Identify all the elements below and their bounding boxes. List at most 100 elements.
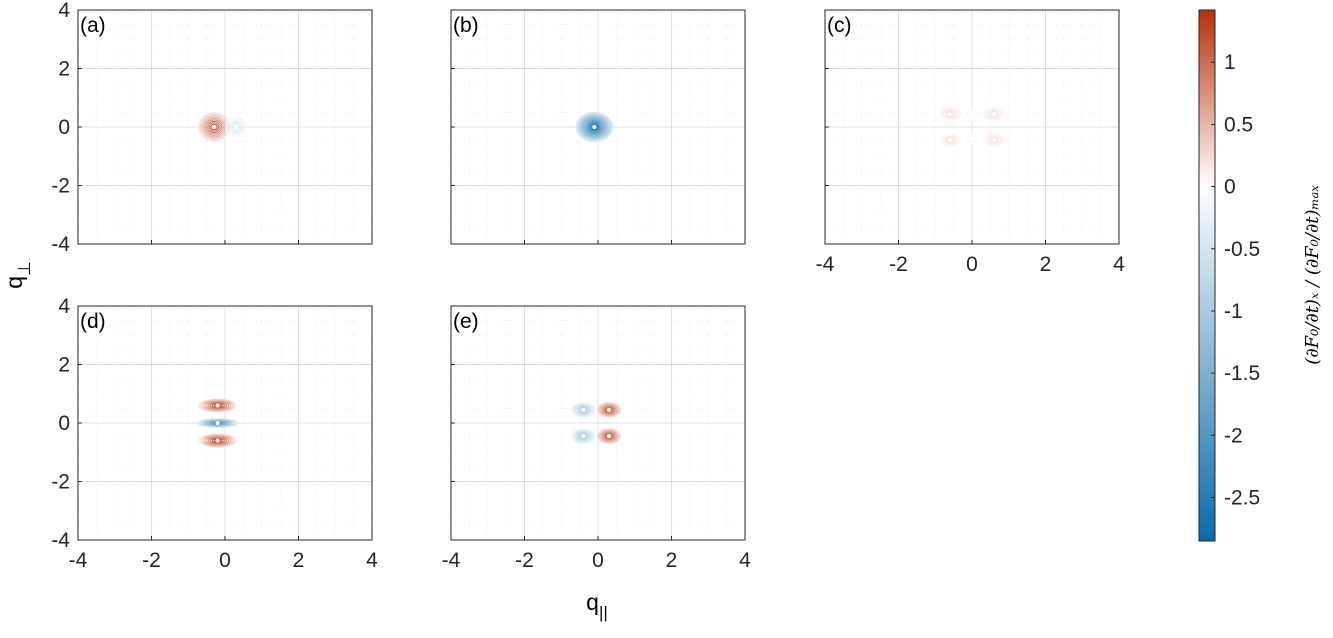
colorbar-tick-label: -2 (1224, 424, 1243, 447)
contour-peak (992, 138, 997, 143)
contour-line (573, 403, 593, 417)
panel-label: (e) (453, 310, 479, 333)
contour-line (226, 117, 246, 137)
contour-line (577, 113, 612, 141)
colorbar-tick-label: -2.5 (1224, 486, 1260, 509)
contour-line (938, 133, 962, 148)
contour-lobe (982, 133, 1006, 148)
contour-line (581, 117, 607, 137)
x-tick-label: 2 (666, 549, 678, 572)
colorbar: 1 0.5 0 -0.5 -1 -1.5 -2 -2.5 (∂F₀/∂t)ₓ / (∂F₀/∂… (1198, 9, 1323, 542)
contour-line (574, 430, 592, 442)
contour-lobe (965, 132, 979, 145)
contour-peak (947, 138, 952, 143)
contour-line (596, 402, 622, 418)
contour-line (209, 402, 226, 409)
contour-line (967, 110, 977, 120)
contour-line (579, 115, 609, 139)
contour-lobe (938, 106, 962, 121)
contour-line (601, 404, 617, 415)
y-tick-label: 2 (58, 354, 70, 377)
panel-label: (c) (827, 14, 852, 37)
contour-line (204, 435, 232, 446)
contour-line (198, 433, 237, 448)
contour-line (965, 109, 979, 122)
contour-line (604, 407, 614, 413)
contour-line (576, 405, 591, 415)
contour-line (597, 429, 621, 444)
contour-line (576, 112, 613, 142)
contour-peak (947, 111, 952, 116)
contour-peak (211, 125, 216, 129)
contour-peak (215, 421, 220, 425)
contour-line (205, 119, 223, 135)
contour-lobe (575, 111, 614, 143)
contour-line (201, 115, 227, 139)
contour-peak (581, 434, 586, 439)
contour-line (209, 437, 226, 444)
contour-line (942, 135, 958, 145)
contour-line (989, 137, 999, 144)
contour-lobe (225, 115, 247, 139)
contour-lobe (982, 106, 1006, 121)
contour-line (578, 433, 588, 440)
x-tick-label: 4 (1113, 253, 1125, 276)
contour-line (207, 120, 221, 134)
y-tick-label: 0 (58, 412, 70, 435)
contour-line (202, 116, 226, 138)
y-axis-label: q⊥ (1, 261, 34, 289)
contour-peak (234, 125, 239, 129)
contour-line (571, 428, 596, 444)
contour-line (577, 432, 590, 440)
contour-line (984, 108, 1004, 120)
contour-line (965, 132, 979, 145)
x-tick-label: 4 (366, 549, 378, 572)
panel-label: (a) (80, 14, 106, 37)
contour-line (578, 406, 588, 413)
contour-line (572, 429, 595, 444)
contour-line (604, 433, 614, 439)
panel-label: (d) (80, 310, 106, 333)
contour-line (583, 117, 606, 137)
contour-line (967, 134, 977, 144)
panel-b: (b) (450, 9, 746, 245)
x-tick-label: 0 (219, 549, 231, 572)
contour-lobe (198, 398, 237, 413)
contour-line (942, 109, 958, 119)
contour-line (968, 112, 976, 119)
panel-e: -4 -2 0 2 4 (e) (442, 305, 751, 572)
y-tick-label: -4 (51, 233, 70, 256)
panel-a: -4 -2 0 2 4 (a) (51, 0, 373, 256)
contour-lobe (965, 109, 979, 122)
contour-line (572, 402, 595, 417)
contour-line (208, 122, 220, 132)
contour-line (210, 123, 218, 131)
contour-lobe (596, 402, 622, 418)
x-tick-label: 0 (592, 549, 604, 572)
colorbar-tick-label: 0 (1224, 176, 1236, 199)
contour-peak (592, 125, 597, 129)
colorbar-tick-label: 1 (1224, 51, 1236, 74)
contour-line (204, 400, 232, 411)
contour-line (207, 401, 228, 410)
y-tick-label: 0 (58, 116, 70, 139)
panel-d: -4 -2 0 2 4 -4 -2 0 2 4 (d) (51, 295, 378, 572)
x-tick-label: -2 (889, 253, 908, 276)
contour-peak (215, 438, 220, 443)
x-tick-label: -2 (142, 549, 161, 572)
contour-line (603, 406, 615, 414)
colorbar-label: (∂F₀/∂t)ₓ / (∂F₀/∂t)ₘₐₓ (1302, 185, 1323, 365)
contour-line (573, 429, 593, 443)
contour-line (587, 121, 602, 133)
contour-line (597, 402, 621, 417)
colorbar-tick-label: -1.5 (1224, 362, 1260, 385)
contour-peak (215, 403, 220, 408)
contour-line (206, 401, 230, 410)
contour-line (603, 432, 615, 440)
contour-line (938, 106, 962, 121)
contour-line (940, 108, 960, 120)
contour-line (202, 434, 233, 447)
y-tick-label: 4 (58, 295, 70, 318)
x-tick-label: -4 (442, 549, 461, 572)
